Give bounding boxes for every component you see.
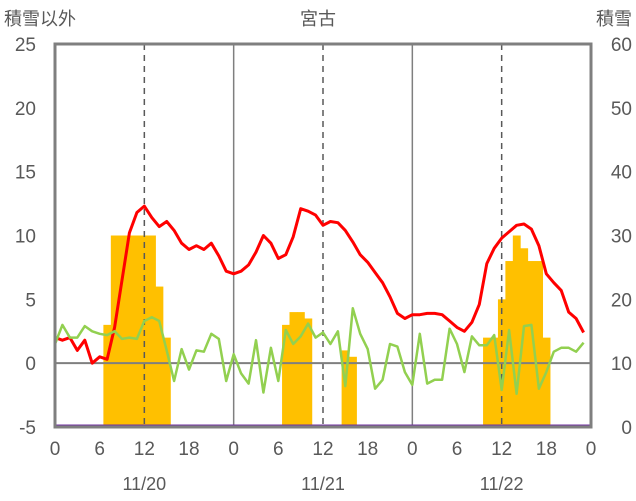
left-tick-label: 10 — [15, 227, 36, 248]
plot-frame — [53, 42, 593, 429]
left-tick-label: 25 — [15, 35, 36, 56]
grid-lines — [143, 44, 503, 427]
right-tick-label: 50 — [611, 99, 632, 120]
right-tick-label: 10 — [611, 354, 632, 375]
right-tick-label: 40 — [611, 163, 632, 184]
snow-bar — [483, 337, 491, 427]
left-tick-label: -5 — [19, 418, 36, 439]
right-tick-label: 30 — [611, 227, 632, 248]
left-tick-label: 0 — [25, 354, 36, 375]
right-tick-label: 0 — [621, 418, 632, 439]
snow-bar — [520, 248, 529, 427]
right-axis-title: 積雪 — [596, 9, 632, 29]
left-tick-label: 15 — [15, 163, 36, 184]
snow-bar — [118, 235, 127, 427]
date-label: 11/21 — [301, 474, 345, 494]
snow-bar — [535, 261, 544, 427]
snow-bar — [527, 261, 536, 427]
right-tick-label: 20 — [611, 290, 632, 311]
x-tick-label: 18 — [357, 439, 378, 460]
x-tick-label: 18 — [536, 439, 557, 460]
date-label: 11/22 — [480, 474, 524, 494]
snow-bar — [162, 337, 171, 427]
x-tick-label: 18 — [178, 439, 199, 460]
snow-bar — [505, 261, 514, 427]
x-tick-label: 12 — [134, 439, 155, 460]
left-tick-label: 20 — [15, 99, 36, 120]
snow-bar — [304, 318, 313, 427]
snow-bar — [512, 235, 521, 427]
snow-bar — [349, 356, 357, 427]
x-tick-label: 12 — [491, 439, 512, 460]
date-label: 11/20 — [122, 474, 166, 494]
snow-depth-bars — [103, 235, 551, 427]
right-tick-label: 60 — [611, 35, 632, 56]
snow-bar — [341, 350, 350, 427]
x-tick-label: 6 — [452, 439, 463, 460]
snow-bar — [490, 337, 499, 427]
series-wind-line — [53, 307, 585, 396]
snow-bar — [148, 235, 156, 427]
left-tick-label: 5 — [25, 290, 36, 311]
x-tick-label: 6 — [273, 439, 284, 460]
snow-bar — [296, 312, 305, 427]
snow-bar — [103, 324, 112, 427]
snow-bar — [542, 337, 551, 427]
x-tick-label: 0 — [228, 439, 239, 460]
x-tick-label: 0 — [50, 439, 61, 460]
left-axis-title: 積雪以外 — [4, 9, 76, 29]
x-tick-label: 6 — [94, 439, 105, 460]
snow-bar — [282, 324, 290, 427]
snow-bar — [155, 286, 164, 427]
x-tick-label: 0 — [407, 439, 418, 460]
snow-bar — [289, 312, 298, 427]
snow-bar — [125, 235, 134, 427]
snow-bar — [133, 235, 142, 427]
x-tick-label: 0 — [586, 439, 597, 460]
x-tick-label: 12 — [312, 439, 333, 460]
series-temperature-line — [54, 204, 585, 365]
chart-title: 宮古 — [300, 9, 336, 29]
